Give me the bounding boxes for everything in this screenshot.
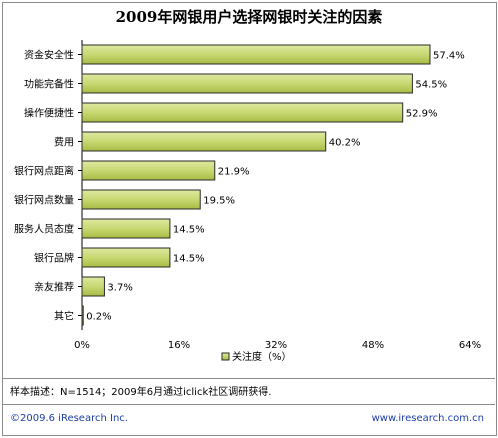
x-tick-label: 0%: [74, 340, 90, 351]
website-link[interactable]: www.iresearch.com.cn: [371, 413, 484, 424]
bar: [81, 73, 413, 94]
data-label: 14.5%: [173, 254, 205, 265]
data-label: 3.7%: [107, 283, 132, 294]
category-label: 银行网点距离: [14, 165, 74, 178]
bar: [81, 189, 201, 210]
legend-swatch: [221, 352, 230, 361]
separator-line: [3, 378, 495, 379]
legend-label: 关注度（%）: [232, 350, 292, 363]
data-label: 14.5%: [173, 225, 205, 236]
category-label: 亲友推荐: [34, 281, 74, 294]
data-label: 57.4%: [433, 51, 465, 62]
category-label: 服务人员态度: [14, 223, 74, 236]
category-label: 费用: [54, 136, 74, 149]
bar: [81, 102, 404, 123]
category-label: 资金安全性: [24, 49, 74, 62]
bar: [81, 160, 216, 181]
category-label: 银行品牌: [34, 252, 74, 265]
category-label: 其它: [54, 310, 74, 323]
bar: [81, 44, 431, 65]
x-tick-label: 48%: [362, 340, 384, 351]
category-label: 银行网点数量: [14, 194, 74, 207]
data-label: 40.2%: [329, 138, 361, 149]
bar: [81, 305, 84, 326]
data-label: 54.5%: [415, 80, 447, 91]
separator-line: [3, 404, 495, 405]
category-label: 操作便捷性: [24, 107, 74, 120]
data-label: 19.5%: [203, 196, 235, 207]
bar: [81, 276, 105, 297]
copyright-text: ©2009.6 iResearch Inc.: [10, 413, 128, 424]
data-label: 21.9%: [218, 167, 250, 178]
bar: [81, 131, 327, 152]
category-label: 功能完备性: [24, 78, 74, 91]
data-label: 0.2%: [86, 312, 111, 323]
x-tick-label: 32%: [265, 340, 287, 351]
chart-title: 2009年网银用户选择网银时关注的因素: [115, 8, 383, 26]
sample-note: 样本描述：N=1514；2009年6月通过iclick社区调研获得.: [10, 387, 272, 398]
data-label: 52.9%: [406, 109, 438, 120]
bar: [81, 218, 171, 239]
x-tick-label: 64%: [459, 340, 481, 351]
bar: [81, 247, 171, 268]
x-tick-label: 16%: [168, 340, 190, 351]
